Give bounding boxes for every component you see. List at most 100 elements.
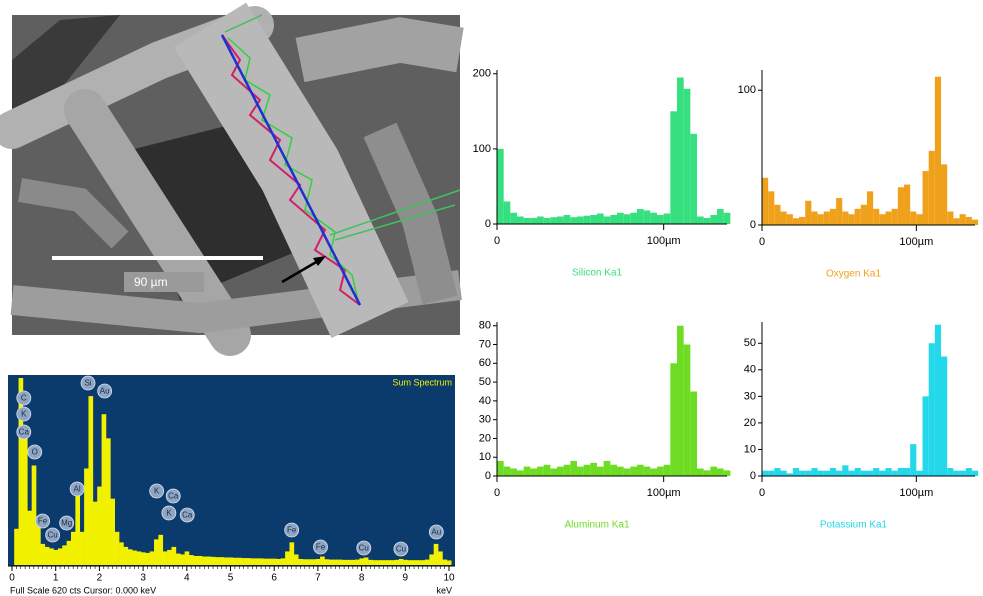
- spectrum-bin: [328, 559, 334, 565]
- sem-image: 90 µm: [0, 2, 464, 356]
- spectrum-bin: [411, 560, 417, 565]
- spectrum-bin: [154, 539, 159, 565]
- y-tick-label: 40: [744, 364, 756, 376]
- scan-bar: [971, 219, 979, 225]
- scan-bar: [497, 148, 504, 224]
- scan-bar: [866, 470, 874, 476]
- x-tick-label: 0: [9, 573, 15, 584]
- scan-bar: [663, 213, 671, 224]
- scan-bar: [637, 208, 644, 224]
- spectrum-bin: [70, 531, 76, 565]
- scan-bar: [610, 464, 617, 476]
- y-tick-label: 10: [744, 443, 756, 455]
- y-tick-label: 10: [479, 451, 491, 463]
- peak-marker: [313, 539, 328, 555]
- y-tick-label: 60: [479, 357, 491, 369]
- scan-bar: [523, 217, 531, 224]
- spectrum-bin: [62, 545, 67, 565]
- x-tick-label: 10: [443, 573, 455, 584]
- scan-bar: [577, 466, 584, 476]
- scan-bar: [860, 204, 867, 225]
- scan-bar: [792, 218, 800, 225]
- spectrum-bin: [350, 559, 356, 565]
- scan-bar: [697, 216, 704, 224]
- peak-marker: [161, 505, 177, 521]
- scan-bar: [904, 468, 911, 476]
- scan-bar: [817, 214, 824, 225]
- scan-bar: [590, 214, 597, 224]
- scan-trace: [224, 14, 461, 241]
- spectrum-bin: [44, 546, 50, 565]
- scan-bar: [663, 464, 671, 476]
- peak-label: Si: [84, 379, 91, 388]
- spectrum-bin: [22, 438, 28, 565]
- spectrum-bin: [394, 559, 400, 565]
- scan-bar: [910, 444, 917, 476]
- scan-bar: [897, 468, 904, 476]
- scan-bar: [768, 470, 775, 476]
- scan-bar: [792, 468, 800, 476]
- spectrum-bin: [341, 559, 347, 565]
- spectrum-bin: [337, 559, 343, 565]
- scan-bar: [823, 470, 830, 476]
- scan-bar: [836, 198, 843, 225]
- y-tick-label: 200: [473, 68, 491, 80]
- scan-bar: [873, 208, 880, 225]
- scan-bar: [799, 470, 806, 476]
- scan-bar: [617, 466, 624, 476]
- y-tick-label: 50: [744, 337, 756, 349]
- peak-label: K: [154, 487, 160, 496]
- sem-fiber: [295, 17, 464, 83]
- x-tick-label: 0: [494, 235, 500, 247]
- spectrum-bin: [188, 555, 194, 565]
- scan-bar: [910, 211, 917, 225]
- scan-bar: [717, 468, 724, 476]
- x-tick-label: 9: [403, 573, 409, 584]
- scan-bar: [543, 464, 551, 476]
- scan-bar: [891, 470, 898, 476]
- spectrum-bin: [433, 543, 439, 565]
- scan-bar: [817, 470, 824, 476]
- spectrum-bin: [132, 550, 137, 565]
- scan-bar: [510, 212, 517, 224]
- spectrum-bin: [14, 528, 19, 565]
- x-tick-label: 2: [97, 573, 103, 584]
- x-tick-label: 100µm: [899, 236, 933, 248]
- spectrum-bin: [245, 558, 251, 565]
- scan-bar: [885, 211, 892, 225]
- peak-marker: [35, 513, 50, 529]
- peak-label: Ca: [19, 428, 30, 437]
- scan-bar: [965, 216, 972, 225]
- x-tick-label: 100µm: [647, 487, 681, 499]
- spectrum-bin: [114, 531, 120, 565]
- scan-bar: [577, 216, 584, 224]
- scan-bar: [916, 470, 923, 476]
- scan-bar: [941, 164, 948, 225]
- peak-label: Cu: [48, 531, 58, 540]
- scan-bar: [885, 468, 892, 476]
- peak-marker: [356, 540, 372, 556]
- peak-marker: [179, 507, 195, 523]
- scan-bar: [517, 216, 524, 224]
- scan-bar: [610, 214, 617, 224]
- y-tick-label: 20: [744, 417, 756, 429]
- peak-label: Al: [74, 485, 81, 494]
- spectrum-bin: [18, 378, 24, 565]
- spectrum-bin: [315, 558, 321, 565]
- scan-bar: [854, 468, 861, 476]
- spectrum-bin: [84, 468, 89, 565]
- scan-bar: [670, 363, 677, 476]
- scan-bar: [953, 470, 960, 476]
- scan-bar: [811, 211, 818, 225]
- spectrum-bin: [53, 549, 59, 565]
- scan-bar: [897, 187, 904, 225]
- spectrum-bin: [285, 551, 290, 565]
- y-tick-label: 0: [485, 470, 491, 482]
- scan-bar: [922, 171, 929, 225]
- scan-bar: [805, 200, 812, 225]
- spectrum-bin: [232, 557, 238, 565]
- scan-bar: [953, 218, 960, 225]
- scan-bar: [690, 391, 697, 476]
